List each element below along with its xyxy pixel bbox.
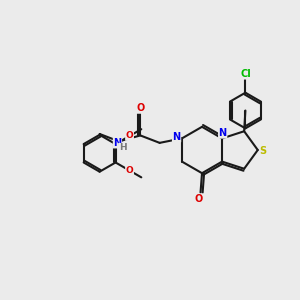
Text: O: O	[126, 131, 134, 140]
Text: N: N	[113, 138, 122, 148]
Text: O: O	[126, 166, 134, 175]
Text: O: O	[195, 194, 203, 204]
Text: S: S	[260, 146, 267, 157]
Text: N: N	[219, 128, 227, 138]
Text: O: O	[137, 103, 145, 113]
Text: N: N	[172, 132, 181, 142]
Text: H: H	[119, 143, 126, 152]
Text: Cl: Cl	[240, 69, 251, 79]
